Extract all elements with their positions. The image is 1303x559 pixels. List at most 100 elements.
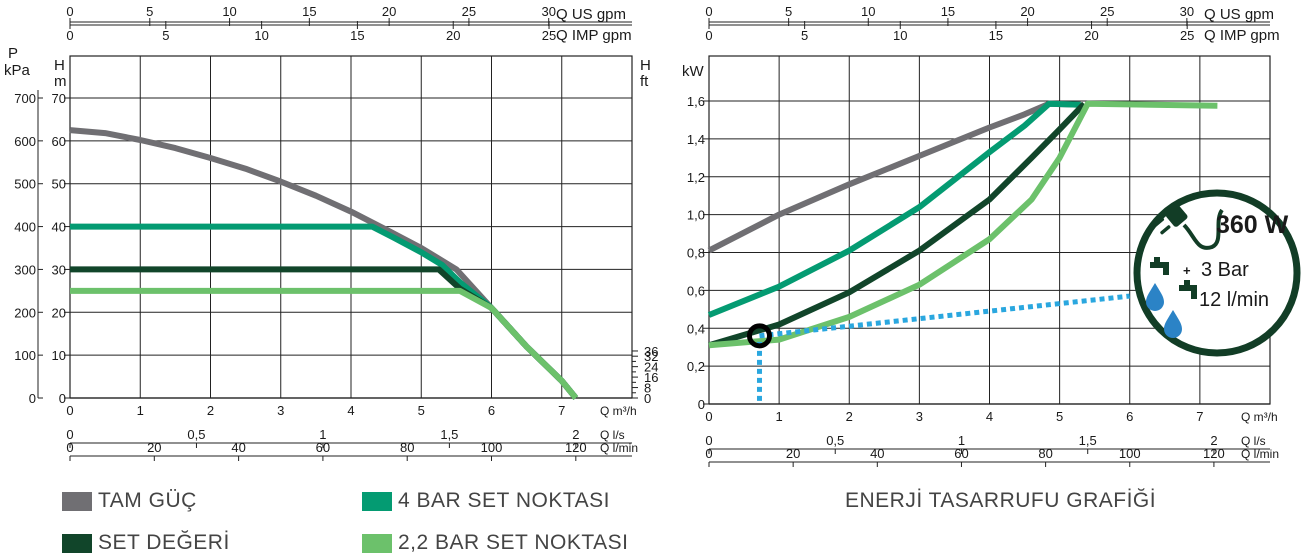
left-ft-h-label: H [640, 57, 651, 74]
left-ytick-label: 10 [52, 348, 66, 363]
left-kpa-label-p: P [8, 45, 18, 62]
legend-swatch-4-bar [362, 491, 392, 511]
left-impgpm-tick-label: 10 [254, 28, 268, 43]
left-impgpm-tick-label: 20 [446, 28, 460, 43]
left-lmin-unit-label: Q l/min [600, 441, 638, 455]
right-lmin-unit-label: Q l/min [1241, 447, 1279, 461]
right-ytick-label: 1,4 [687, 132, 705, 147]
right-impgpm-tick-label: 5 [801, 28, 808, 43]
right-lmin-tick-label: 0 [705, 446, 712, 461]
right-impgpm-tick-label: 15 [989, 28, 1003, 43]
right-lmin-tick-label: 120 [1203, 446, 1225, 461]
left-ft-tick-label: 24 [644, 360, 658, 375]
legend-item-set-degeri: SET DEĞERİ [62, 531, 230, 555]
right-xtick-label: 4 [986, 409, 993, 424]
right-series-bar4 [707, 100, 1081, 318]
left-xtick-label: 0 [66, 403, 73, 418]
legend-swatch-tam-guc [62, 491, 92, 511]
left-ft-tick-label: 32 [644, 349, 658, 364]
right-usgpm-tick-label: 30 [1180, 4, 1194, 19]
legend-swatch-2-2-bar [362, 533, 392, 553]
left-lmin-tick-label: 120 [565, 440, 587, 455]
left-ls-tick-label: 0,5 [187, 427, 205, 442]
left-ls-tick-label: 0 [66, 427, 73, 442]
right-impgpm-tick-label: 0 [705, 28, 712, 43]
right-xtick-label: 6 [1126, 409, 1133, 424]
right-ytick-label: 0 [698, 397, 705, 412]
right-ls-unit-label: Q l/s [1241, 434, 1266, 448]
right-ytick-label: 0,2 [687, 359, 705, 374]
water-drop-icon [1146, 283, 1164, 311]
faucet-icon [1150, 257, 1169, 275]
right-usgpm-tick-label: 15 [941, 4, 955, 19]
left-ft-unit-label: ft [640, 73, 649, 90]
left-impgpm-unit-label: Q IMP gpm [556, 27, 632, 44]
legend-label-tam-guc: TAM GÜÇ [98, 489, 197, 512]
left-impgpm-tick-label: 0 [66, 28, 73, 43]
right-lmin-tick-label: 60 [954, 446, 968, 461]
energy-chart: 0 0,2 0,4 0,6 0,8 1,0 1,2 1,4 1,6 0 1 2 3 4 5 6 7 Q m³/h 0… [682, 4, 1280, 467]
legend-item-2-2-bar: 2,2 BAR SET NOKTASI [362, 531, 628, 555]
right-lmin-tick-label: 40 [870, 446, 884, 461]
left-lmin-tick-label: 40 [231, 440, 245, 455]
right-usgpm-tick-label: 10 [861, 4, 875, 19]
left-xtick-label: 5 [418, 403, 425, 418]
right-ytick-label: 0,6 [687, 283, 705, 298]
badge-plus: + [1183, 263, 1191, 278]
right-ytick-label: 0,4 [687, 321, 705, 336]
right-xtick-label: 0 [705, 409, 712, 424]
left-impgpm-tick-label: 5 [162, 28, 169, 43]
left-kpa-label-unit: kPa [4, 62, 31, 79]
right-kw-label: kW [682, 63, 705, 80]
left-ytick-label: 30 [52, 262, 66, 277]
left-lmin-tick-label: 0 [66, 440, 73, 455]
left-ft-tick-label: 0 [644, 391, 651, 406]
left-lmin-tick-label: 60 [316, 440, 330, 455]
left-kpa-tick-label: 400 [14, 220, 36, 235]
legend-swatch-set-degeri [62, 533, 92, 553]
left-ytick-label: 20 [52, 305, 66, 320]
energy-badge: 360 W + 3 Bar 12 l/min [1133, 189, 1301, 357]
legend-label-set-degeri: SET DEĞERİ [98, 531, 230, 554]
left-ls-tick-label: 2 [572, 427, 579, 442]
right-ls-tick-label: 0,5 [826, 433, 844, 448]
left-h-label: H [54, 57, 65, 74]
left-lmin-tick-label: 20 [147, 440, 161, 455]
left-kpa-tick-label: 500 [14, 177, 36, 192]
right-ytick-label: 1,6 [687, 94, 705, 109]
left-series-tam_guc [69, 127, 579, 400]
right-operating-point [746, 323, 772, 349]
left-kpa-tick-label: 300 [14, 262, 36, 277]
left-kpa-tick-label: 600 [14, 134, 36, 149]
right-impgpm-tick-label: 10 [893, 28, 907, 43]
legend-item-tam-guc: TAM GÜÇ [62, 489, 197, 513]
energy-chart-title: ENERJİ TASARRUFU GRAFİĞİ [845, 489, 1157, 512]
left-ytick-label: 0 [59, 391, 66, 406]
faucet-icon-2 [1179, 280, 1197, 299]
right-dotted-diagonal [759, 293, 1131, 339]
right-xtick-label: 7 [1196, 409, 1203, 424]
left-ytick-label: 50 [52, 177, 66, 192]
left-ytick-label: 40 [52, 220, 66, 235]
left-impgpm-tick-label: 15 [350, 28, 364, 43]
left-ls-tick-label: 1 [319, 427, 326, 442]
left-xtick-label: 7 [558, 403, 565, 418]
right-ytick-label: 1,0 [687, 208, 705, 223]
right-xtick-label: 2 [846, 409, 853, 424]
left-kpa-tick-label: 700 [14, 91, 36, 106]
left-ft-tick-label: 36 [644, 344, 658, 359]
legend-label-4-bar: 4 BAR SET NOKTASI [398, 489, 610, 512]
right-impgpm-tick-label: 25 [1180, 28, 1194, 43]
badge-ring [1133, 189, 1301, 357]
right-lmin-tick-label: 20 [786, 446, 800, 461]
left-ytick-label: 60 [52, 134, 66, 149]
right-ls-tick-label: 0 [705, 433, 712, 448]
water-drop-icon-2 [1164, 310, 1182, 338]
badge-flow: 12 l/min [1199, 289, 1269, 311]
badge-power: 360 W [1216, 211, 1289, 239]
legend-item-4-bar: 4 BAR SET NOKTASI [362, 489, 610, 513]
left-usgpm-tick-label: 15 [302, 4, 316, 19]
left-ls-unit-label: Q l/s [600, 428, 625, 442]
